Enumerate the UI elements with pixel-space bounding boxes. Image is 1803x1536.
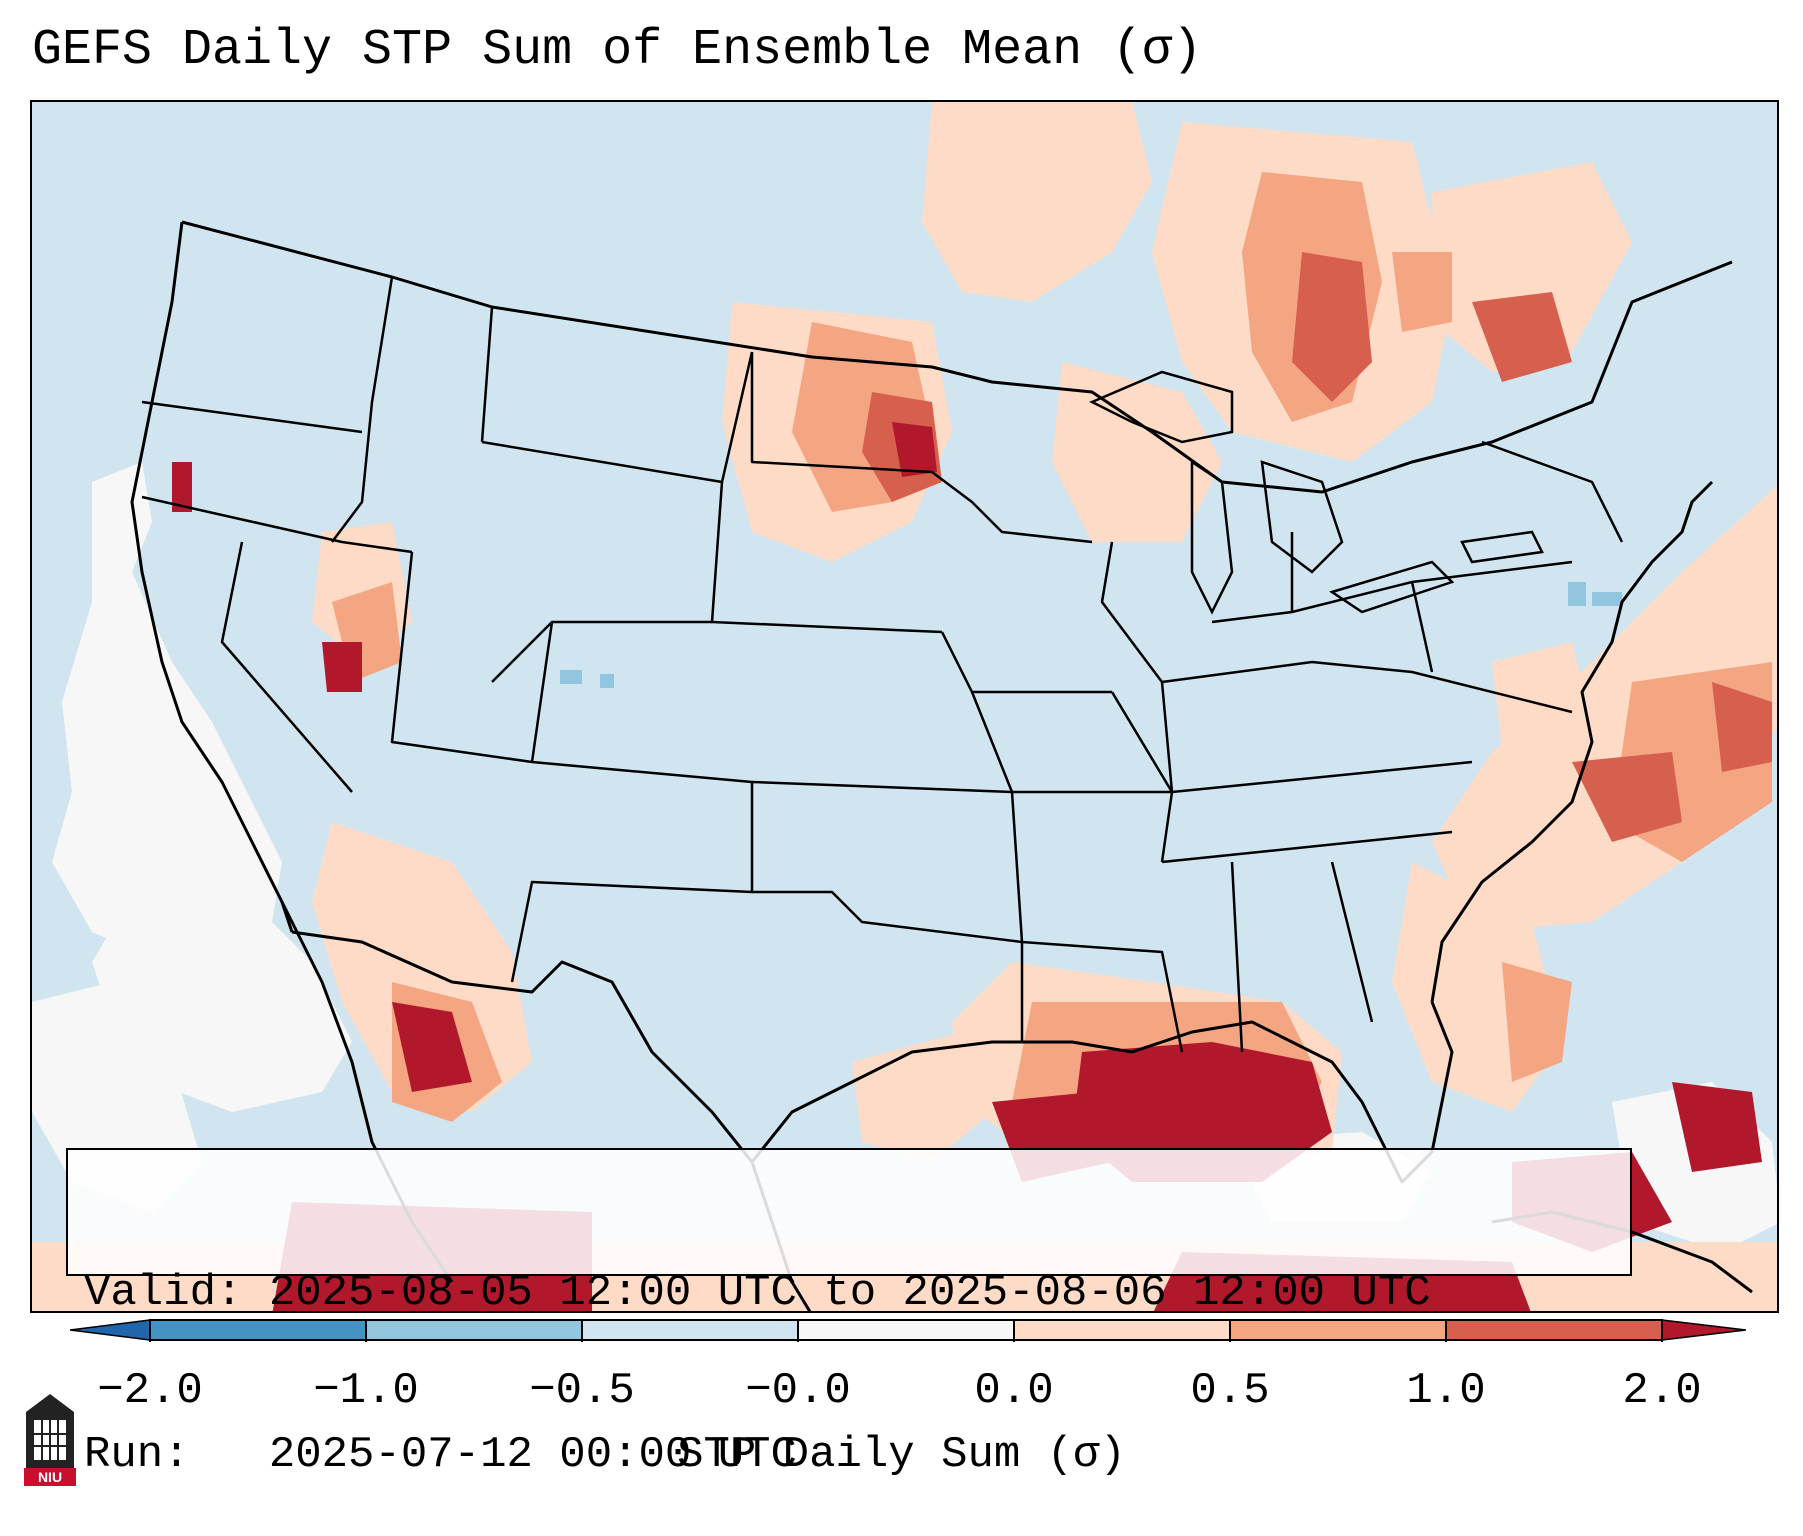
colorbar-tick-label-2: −1.0 (313, 1366, 419, 1416)
strong-positive-areas (862, 252, 1772, 842)
map-panel (30, 100, 1779, 1313)
run-value: 2025-07-12 00:00 UTC (268, 1430, 797, 1480)
run-line: Run: 2025-07-12 00:00 UTC (84, 1428, 1630, 1482)
colorbar-tick-label-5: 0.0 (974, 1366, 1054, 1416)
great-lakes (1089, 370, 1544, 615)
plot-title: GEFS Daily STP Sum of Ensemble Mean (σ) (32, 22, 1203, 79)
valid-line: Valid: 2025-08-05 12:00 UTC to 2025-08-0… (84, 1266, 1630, 1320)
colorbar-label: STP Daily Sum (σ) (677, 1430, 1126, 1480)
colorbar-tick-label-7: 1.0 (1406, 1366, 1486, 1416)
niu-logo-icon: NIU (24, 1394, 76, 1486)
colorbar-tick-label-3: −0.5 (529, 1366, 635, 1416)
colorbar-max-arrow (1661, 1319, 1746, 1341)
colorbar-min-arrow (70, 1319, 151, 1341)
run-label: Run: (84, 1430, 190, 1480)
colorbar-bin-6 (1230, 1320, 1446, 1340)
colorbar-bin-7 (1446, 1320, 1662, 1340)
valid-value: 2025-08-05 12:00 UTC to 2025-08-06 12:00… (268, 1268, 1431, 1318)
negative-spots (560, 582, 1622, 688)
light-positive-areas (32, 102, 1777, 1311)
colorbar-bin-3 (582, 1320, 798, 1340)
map-svg (32, 102, 1777, 1311)
borders (130, 220, 1753, 1311)
colorbar-bin-5 (1014, 1320, 1230, 1340)
colorbar (70, 1319, 1746, 1342)
colorbar-tick-label-1: −2.0 (97, 1366, 203, 1416)
colorbar-bin-1 (150, 1320, 366, 1340)
valid-label: Valid: (84, 1268, 243, 1318)
validity-info-box: Valid: 2025-08-05 12:00 UTC to 2025-08-0… (66, 1148, 1632, 1480)
niu-logo-text: NIU (38, 1469, 62, 1485)
colorbar-ticks (149, 1320, 1663, 1342)
colorbar-bin-4 (798, 1320, 1014, 1340)
state-lines (141, 276, 1624, 1053)
colorbar-bin-2 (366, 1320, 582, 1340)
colorbar-tick-label-6: 0.5 (1190, 1366, 1270, 1416)
colorbar-tick-label-4: −0.0 (745, 1366, 851, 1416)
colorbar-tick-label-8: 2.0 (1622, 1366, 1702, 1416)
